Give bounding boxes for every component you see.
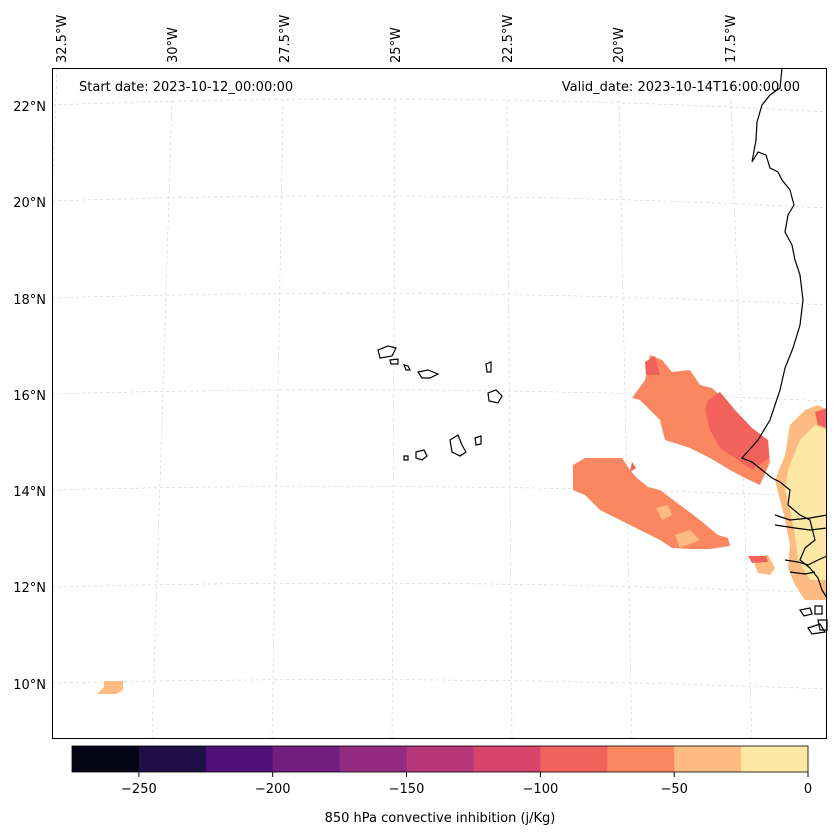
colorbar-swatch	[473, 746, 541, 772]
lon-label-20w: 20°W	[612, 27, 627, 63]
island-brava	[403, 455, 409, 461]
lon-label-22-5w: 22.5°W	[501, 15, 516, 63]
colorbar-swatch	[138, 746, 207, 772]
colorbar-swatch	[339, 746, 408, 772]
cin-fill-isolated-patch	[97, 681, 123, 694]
colorbar-tick-label: −150	[389, 782, 425, 797]
cin-fill-band-north-core	[645, 356, 769, 470]
colorbar-frame	[71, 745, 809, 773]
colorbar-swatch	[406, 746, 474, 772]
island-boa-vista	[487, 389, 503, 404]
lon-label-27-5w: 27.5°W	[278, 15, 293, 63]
colorbar-swatch	[72, 746, 140, 772]
colorbar-swatch	[741, 746, 809, 772]
colorbar-tick-label: 0	[804, 782, 812, 797]
parallel-14n	[51, 486, 828, 498]
colorbar-swatch	[272, 746, 341, 772]
parallel-10n	[51, 679, 828, 690]
island-santa-luzia	[403, 364, 411, 371]
parallel-18n	[51, 293, 828, 306]
meridian-30w	[151, 99, 173, 740]
lat-label-16n: 16°N	[13, 389, 46, 404]
island-fogo	[415, 449, 428, 461]
cin-fill-band-south-tip	[630, 462, 636, 472]
lat-label-20n: 20°N	[13, 196, 46, 211]
coastline-guinea-bissau	[784, 555, 828, 575]
lat-label-10n: 10°N	[13, 678, 46, 693]
colorbar-label: 850 hPa convective inhibition (j/Kg)	[325, 811, 556, 826]
lon-label-30w: 30°W	[166, 27, 181, 63]
lat-label-22n: 22°N	[13, 100, 46, 115]
lat-label-18n: 18°N	[13, 293, 46, 308]
start-date-text: Start date: 2023-10-12_00:00:00	[79, 80, 293, 95]
coastline-gambia	[774, 514, 828, 531]
lon-label-32-5w: 32.5°W	[55, 15, 70, 63]
island-sal	[485, 361, 492, 373]
lon-label-17-5w: 17.5°W	[724, 15, 739, 63]
colorbar-tick-label: −50	[660, 782, 687, 797]
colorbar-swatch	[607, 746, 675, 772]
coastline-bijagos	[799, 605, 828, 635]
meridian-27-5w	[271, 99, 284, 740]
meridian-22-5w	[506, 99, 513, 740]
parallel-12n	[51, 582, 828, 594]
colorbar-tick-label: −250	[121, 782, 157, 797]
island-sao-nicolau	[417, 369, 440, 379]
parallel-16n	[51, 389, 828, 402]
parallel-22n	[51, 98, 828, 113]
colorbar-swatch	[674, 746, 742, 772]
colorbar-tick-label: −200	[255, 782, 291, 797]
colorbar-swatch	[540, 746, 608, 772]
cin-fill-small-patch-edge	[748, 556, 768, 563]
island-maio	[474, 435, 482, 446]
colorbar-ticks: −250 −200 −150 −100 −50 0	[121, 772, 812, 797]
island-sao-vicente	[389, 358, 399, 365]
map-frame	[52, 68, 827, 739]
colorbar-tick-label: −100	[523, 782, 559, 797]
coastlines	[377, 67, 828, 635]
cin-fill-coastal-edge	[815, 408, 827, 428]
island-santo-antao	[377, 345, 397, 359]
colorbar: −250 −200 −150 −100 −50 0 850 hPa convec…	[71, 745, 812, 826]
cin-contours	[97, 355, 827, 694]
coastline-africa	[740, 67, 828, 599]
colorbar-swatch	[205, 746, 274, 772]
lon-label-25w: 25°W	[389, 27, 404, 63]
meridian-20w	[618, 99, 633, 740]
parallel-20n	[51, 195, 828, 209]
cin-fill-band-south	[573, 458, 730, 549]
meridian-25w	[391, 99, 396, 740]
lat-label-12n: 12°N	[13, 581, 46, 596]
valid-date-text: Valid_date: 2023-10-14T16:00:00.00	[562, 80, 800, 95]
colorbar-swatches	[72, 746, 809, 772]
lat-labels: 22°N 20°N 18°N 16°N 14°N 12°N 10°N	[13, 100, 46, 693]
island-santiago	[449, 434, 467, 457]
lat-label-14n: 14°N	[13, 485, 46, 500]
cin-fill-band-south-light	[656, 505, 700, 548]
cin-fill-coastal-light	[785, 425, 827, 580]
lon-labels: 32.5°W 30°W 27.5°W 25°W 22.5°W 20°W 17.5…	[55, 15, 739, 63]
